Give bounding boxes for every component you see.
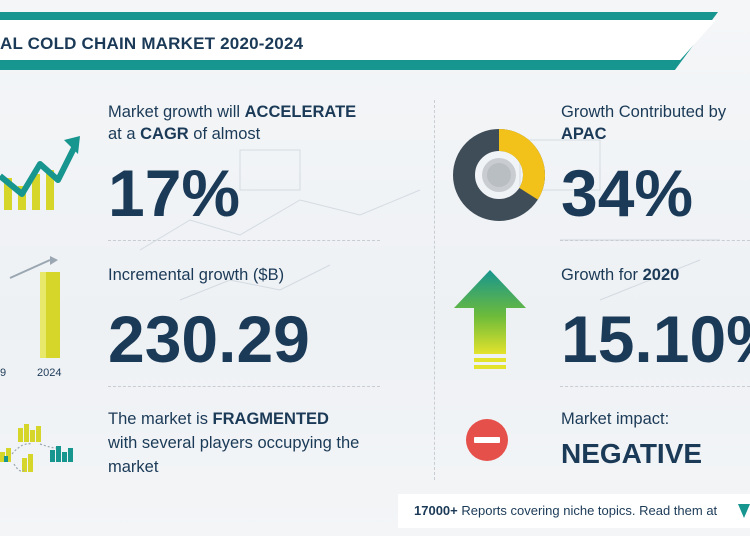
- technavio-logo-icon[interactable]: [738, 502, 750, 520]
- cagr-line-2-suffix: of almost: [188, 125, 261, 143]
- growth-2020-label: Growth for 2020: [561, 266, 679, 285]
- year-right-label: 2024: [37, 367, 62, 379]
- fragmented-line-3: market: [108, 458, 159, 476]
- donut-chart-icon: [453, 129, 545, 221]
- page-title: AL COLD CHAIN MARKET 2020-2024: [0, 34, 304, 53]
- fragmented-line-1: The market is FRAGMENTED: [108, 410, 329, 429]
- fragmented-bold-text: FRAGMENTED: [212, 410, 329, 428]
- cagr-line-1-prefix: Market growth will: [108, 103, 245, 121]
- up-arrow-icon: [454, 270, 526, 369]
- cagr-line-1: Market growth will ACCELERATE: [108, 103, 356, 122]
- fragmented-line-1-prefix: The market is: [108, 410, 213, 428]
- market-impact-value: NEGATIVE: [561, 438, 703, 469]
- footer-count: 17000+: [414, 503, 458, 518]
- row-divider-right-2: [560, 386, 750, 387]
- cagr-value: 17%: [108, 156, 241, 230]
- footer-message: Reports covering niche topics. Read them…: [457, 503, 718, 518]
- growth-2020-year: 2020: [642, 266, 680, 284]
- growth-2020-value: 15.10%: [561, 302, 750, 376]
- footer-text: 17000+ Reports covering niche topics. Re…: [414, 503, 717, 518]
- growth-2020-prefix: Growth for: [561, 266, 643, 284]
- row-divider-left-2: [108, 386, 380, 387]
- donut-apac-slice: [498, 129, 545, 200]
- market-impact-label: Market impact:: [561, 410, 670, 428]
- row-divider-left-1: [108, 240, 380, 241]
- footer-bar: 17000+ Reports covering niche topics. Re…: [398, 494, 750, 528]
- bar-growth-icon: [9, 256, 60, 358]
- apac-region-text: APAC: [561, 125, 607, 143]
- fragmented-line-2: with several players occupying the: [108, 434, 360, 452]
- year-left-label: 9: [0, 367, 7, 379]
- minus-circle-icon: [466, 419, 508, 461]
- cagr-bold-text: CAGR: [140, 125, 189, 143]
- incremental-growth-value: 230.29: [108, 302, 310, 376]
- apac-value: 34%: [561, 156, 694, 230]
- header-banner-inner: [0, 20, 716, 60]
- apac-line-1: Growth Contributed by: [561, 103, 727, 121]
- players-icon: [0, 424, 73, 472]
- column-divider: [434, 100, 435, 480]
- cagr-accelerate-text: ACCELERATE: [244, 103, 357, 121]
- cagr-line-2: at a CAGR of almost: [108, 125, 260, 144]
- incremental-growth-label: Incremental growth ($B): [108, 266, 285, 284]
- apac-line-2: APAC: [561, 125, 607, 144]
- growth-chart-icon: [0, 136, 80, 210]
- row-divider-right-1: [560, 240, 750, 241]
- cagr-line-2-prefix: at a: [108, 125, 141, 143]
